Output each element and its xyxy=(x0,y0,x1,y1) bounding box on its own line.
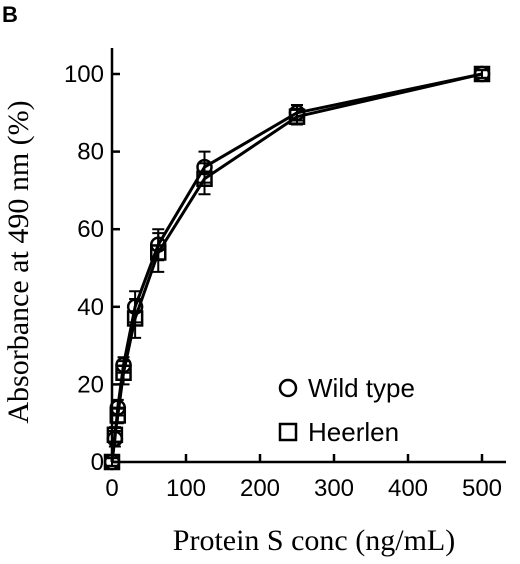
error-bar-heerlen xyxy=(129,298,142,339)
data-point-heerlen xyxy=(103,453,121,471)
x-ticks: 0 100 200 300 400 500 xyxy=(105,454,502,502)
data-point-heerlen xyxy=(109,407,127,424)
y-axis-title: Absorbance at 490 nm (%) xyxy=(2,100,35,423)
data-point-heerlen xyxy=(106,426,124,444)
plot-area xyxy=(103,65,491,471)
data-point-heerlen xyxy=(126,310,144,327)
x-tick-label-0: 0 xyxy=(105,475,118,502)
error-bar-heerlen xyxy=(198,162,211,196)
x-tick-label-500: 500 xyxy=(462,475,502,502)
series-line-heerlen xyxy=(110,72,483,463)
error-bar-heerlen xyxy=(106,457,118,467)
error-bar-heerlen xyxy=(108,426,121,444)
error-bar-heerlen xyxy=(152,232,165,273)
y-tick-label-60: 60 xyxy=(77,216,104,243)
data-point-heerlen xyxy=(115,364,132,382)
y-tick-label-80: 80 xyxy=(77,139,104,166)
y-tick-label-40: 40 xyxy=(77,294,104,321)
legend-marker-wild-type xyxy=(278,378,298,398)
data-point-heerlen xyxy=(473,65,491,83)
data-point-heerlen xyxy=(150,244,167,261)
y-tick-label-100: 100 xyxy=(64,61,104,88)
x-tick-label-200: 200 xyxy=(240,475,280,502)
series-line-wild-type xyxy=(110,72,483,463)
y-tick-label-20: 20 xyxy=(77,371,104,398)
y-ticks: 0 20 40 60 80 100 xyxy=(64,61,120,476)
axes xyxy=(110,48,506,464)
x-axis-title: Protein S conc (ng/mL) xyxy=(173,524,455,557)
data-point-heerlen xyxy=(288,108,306,125)
y-tick-label-0: 0 xyxy=(91,449,104,476)
error-bar-heerlen xyxy=(476,69,488,79)
legend-marker-heerlen xyxy=(278,422,298,442)
legend-label-wild-type: Wild type xyxy=(308,373,415,403)
x-tick-label-400: 400 xyxy=(388,475,428,502)
legend-label-heerlen: Heerlen xyxy=(308,417,399,447)
x-tick-label-300: 300 xyxy=(314,475,354,502)
data-point-heerlen xyxy=(196,170,213,188)
panel-label: B xyxy=(2,2,18,27)
legend: Wild type Heerlen xyxy=(278,373,415,447)
x-tick-label-100: 100 xyxy=(166,475,206,502)
